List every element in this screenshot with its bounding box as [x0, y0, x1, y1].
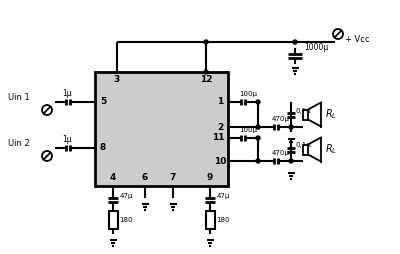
Circle shape — [289, 159, 293, 163]
Bar — [95, 72, 228, 186]
Text: 12: 12 — [200, 75, 212, 85]
Circle shape — [204, 40, 208, 44]
Circle shape — [204, 70, 208, 74]
Circle shape — [256, 159, 260, 163]
Text: 0,1μ: 0,1μ — [295, 142, 311, 149]
Bar — [303, 145, 308, 154]
Text: 5: 5 — [100, 98, 106, 106]
Text: 47μ: 47μ — [120, 193, 133, 199]
Text: 10: 10 — [214, 156, 226, 166]
Text: + Vcc: + Vcc — [345, 36, 370, 44]
Circle shape — [256, 100, 260, 104]
Text: 1μ: 1μ — [62, 89, 72, 99]
Text: 11: 11 — [212, 134, 224, 142]
Text: 470μ: 470μ — [272, 150, 290, 156]
Circle shape — [256, 125, 260, 129]
Bar — [303, 109, 308, 119]
Text: 3: 3 — [114, 75, 120, 85]
Circle shape — [289, 125, 293, 129]
Text: 1: 1 — [217, 98, 223, 106]
Text: 0,1μ: 0,1μ — [295, 107, 311, 114]
Bar — [108, 211, 118, 229]
Text: 1000μ: 1000μ — [304, 42, 328, 52]
Circle shape — [293, 40, 297, 44]
Text: 2: 2 — [217, 122, 223, 132]
Text: Uin 2: Uin 2 — [8, 138, 30, 148]
Text: 8: 8 — [100, 144, 106, 152]
Bar — [206, 211, 214, 229]
Text: 100μ: 100μ — [239, 91, 257, 97]
Text: 6: 6 — [142, 173, 148, 183]
Text: 7: 7 — [170, 173, 176, 183]
Text: 180: 180 — [216, 217, 230, 223]
Text: 100μ: 100μ — [239, 127, 257, 133]
Circle shape — [256, 136, 260, 140]
Text: 4: 4 — [110, 173, 116, 183]
Text: 9: 9 — [207, 173, 213, 183]
Text: $R_L$: $R_L$ — [325, 142, 337, 156]
Text: 1μ: 1μ — [62, 135, 72, 145]
Text: 47μ: 47μ — [217, 193, 230, 199]
Text: Uin 1: Uin 1 — [8, 92, 30, 102]
Text: 470μ: 470μ — [272, 116, 290, 122]
Text: 180: 180 — [119, 217, 132, 223]
Text: $R_L$: $R_L$ — [325, 108, 337, 121]
